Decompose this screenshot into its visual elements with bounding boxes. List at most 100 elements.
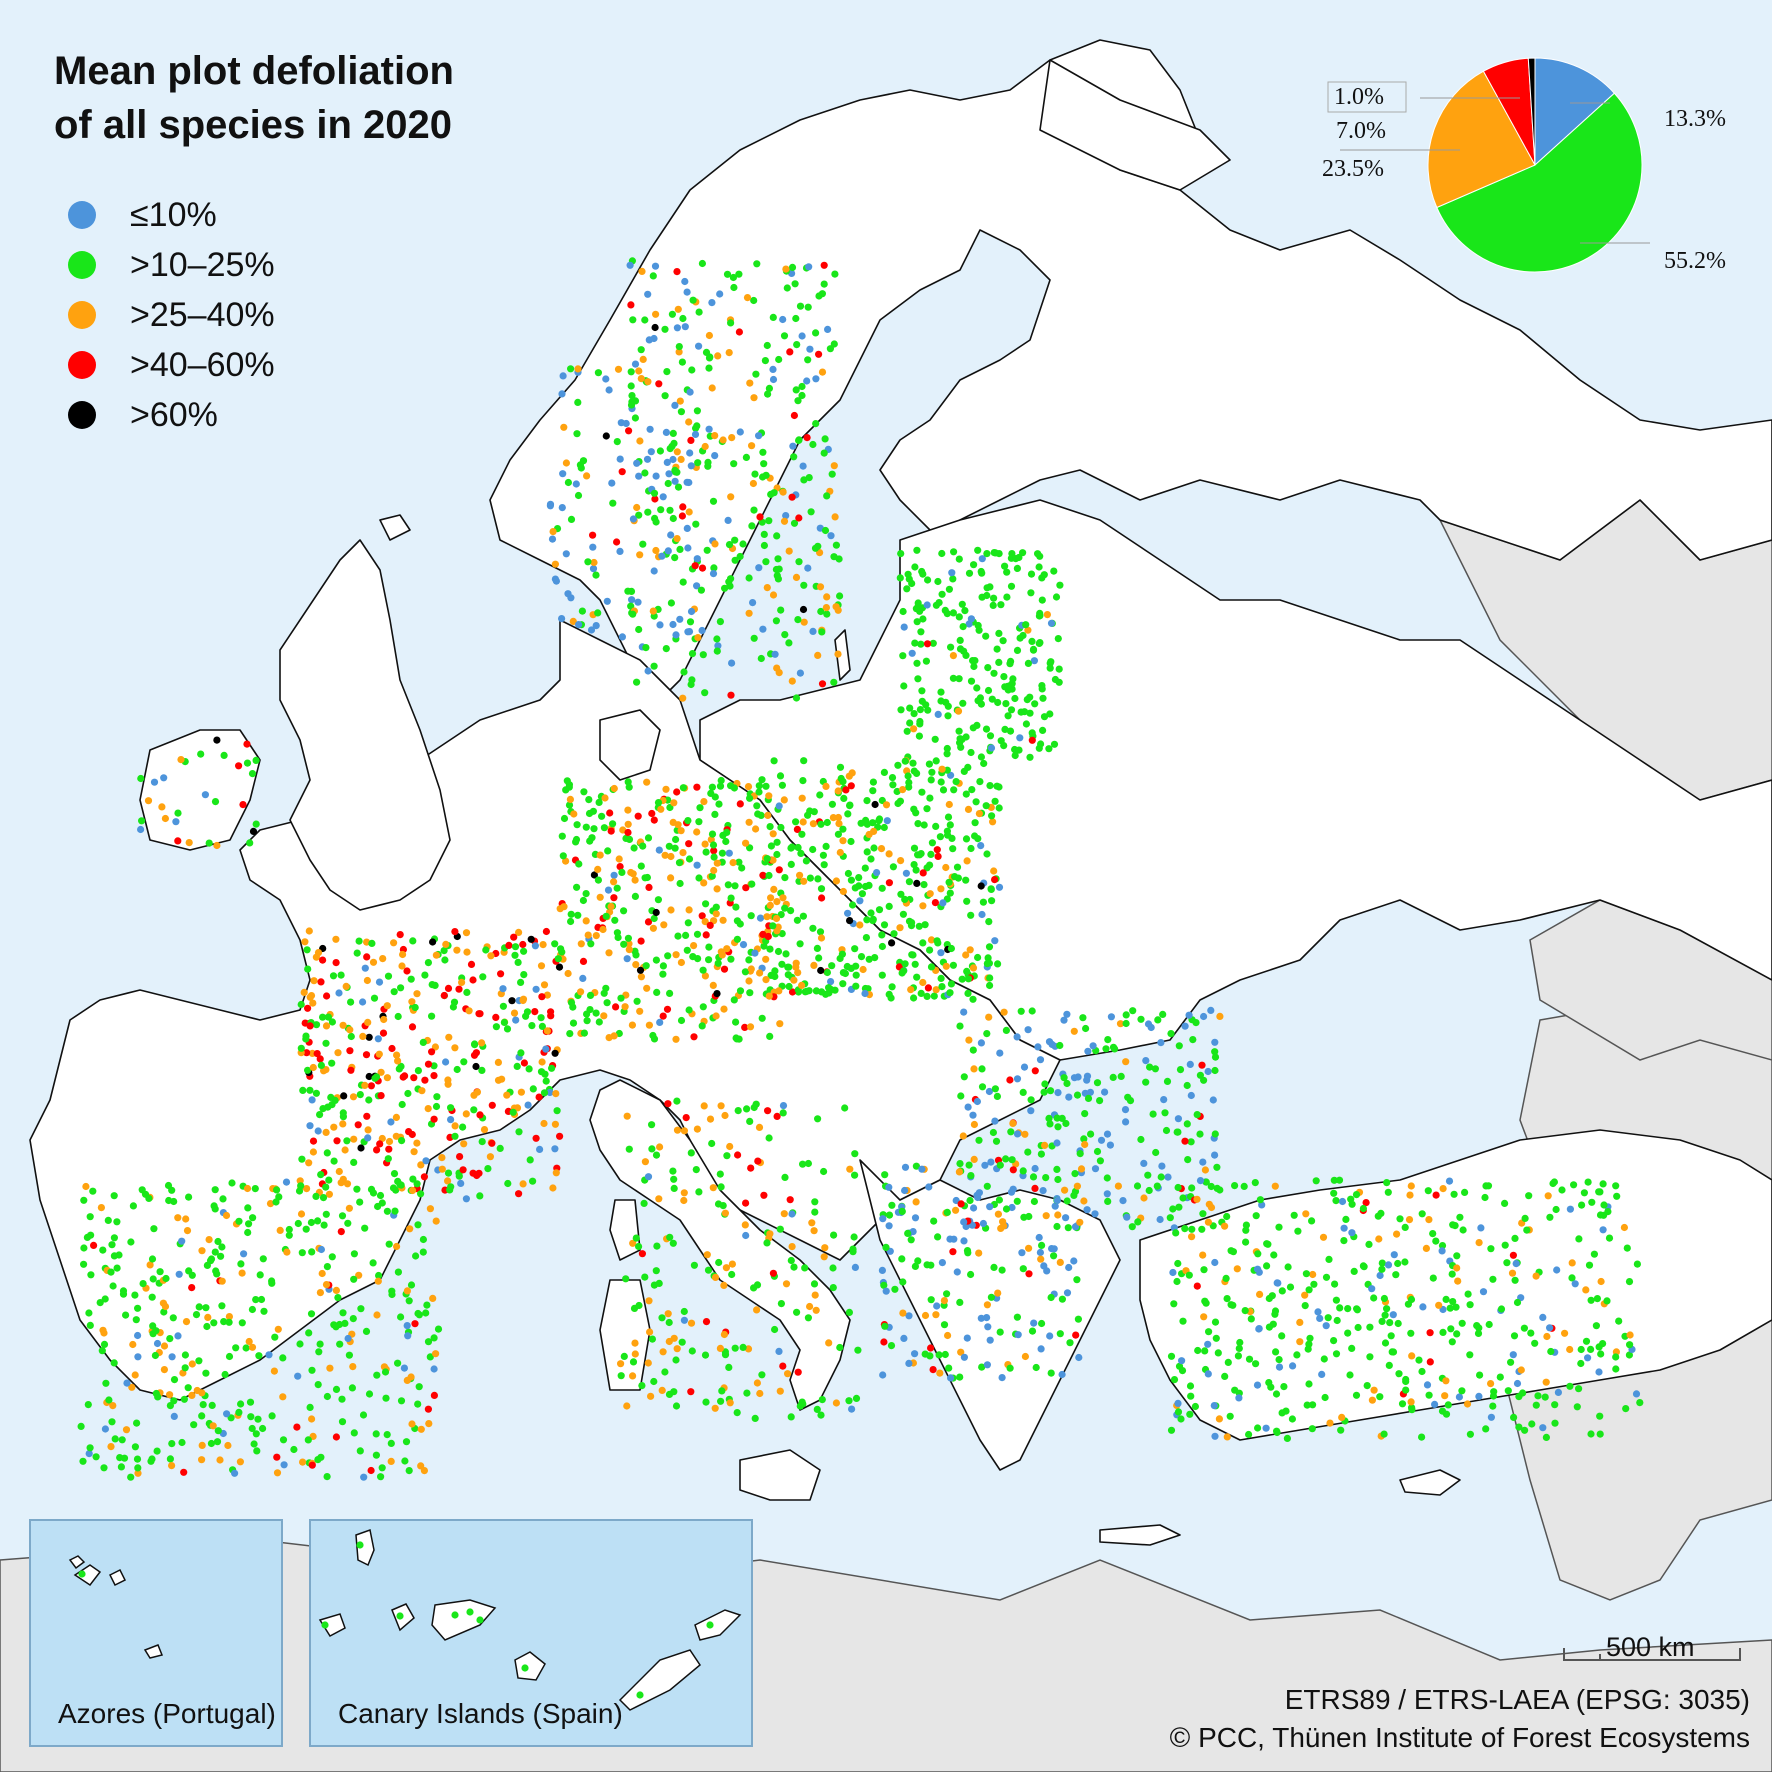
plot-dot — [305, 927, 313, 935]
plot-dot — [1211, 1151, 1219, 1159]
plot-dot — [883, 817, 891, 825]
plot-dot — [1418, 1210, 1426, 1218]
plot-dot — [210, 1319, 218, 1327]
plot-dot — [1122, 1058, 1130, 1066]
plot-dot — [1213, 1163, 1221, 1171]
plot-dot — [983, 1361, 992, 1369]
plot-dot — [523, 1008, 532, 1016]
plot-dot — [782, 511, 790, 520]
plot-dot — [1188, 1225, 1196, 1233]
plot-dot — [656, 1018, 664, 1026]
plot-dot — [839, 837, 847, 845]
plot-dot — [746, 1117, 754, 1125]
plot-dot — [312, 1089, 320, 1097]
plot-dot — [769, 1269, 778, 1277]
plot-dot — [679, 578, 687, 586]
plot-dot — [683, 288, 691, 296]
plot-dot — [1184, 1156, 1192, 1164]
plot-dot — [1053, 1222, 1061, 1231]
plot-dot — [998, 1266, 1006, 1274]
plot-dot — [105, 1396, 113, 1404]
plot-dot — [800, 476, 808, 484]
plot-dot — [137, 774, 145, 783]
plot-dot — [685, 840, 693, 848]
plot-dot — [1473, 1322, 1481, 1330]
plot-dot — [671, 844, 679, 852]
plot-dot — [313, 1050, 321, 1058]
plot-dot — [718, 951, 726, 959]
plot-dot — [701, 689, 709, 697]
plot-dot — [133, 1419, 141, 1427]
plot-dot — [758, 1371, 766, 1379]
plot-dot — [1003, 593, 1011, 601]
plot-dot — [1551, 1419, 1559, 1427]
plot-dot — [174, 1214, 182, 1222]
plot-dot — [796, 871, 804, 879]
plot-dot — [399, 950, 407, 959]
plot-dot — [245, 1220, 253, 1228]
plot-dot — [937, 885, 945, 893]
plot-dot — [610, 878, 618, 886]
plot-dot — [650, 816, 658, 824]
plot-dot — [398, 962, 406, 970]
plot-dot — [907, 1236, 915, 1244]
plot-dot — [692, 1166, 700, 1174]
plot-dot — [592, 622, 600, 630]
plot-dot — [367, 1466, 375, 1475]
plot-dot — [679, 314, 687, 323]
plot-dot — [144, 797, 153, 805]
plot-dot — [665, 1318, 673, 1327]
plot-dot — [117, 1463, 125, 1471]
plot-dot — [304, 1066, 312, 1074]
plot-dot — [700, 879, 708, 887]
plot-dot — [1255, 1325, 1263, 1333]
plot-dot — [1061, 1186, 1069, 1194]
plot-dot — [983, 1182, 991, 1190]
plot-dot — [582, 917, 590, 925]
plot-dot — [869, 778, 878, 786]
plot-dot — [1231, 1182, 1239, 1190]
plot-dot — [782, 1280, 791, 1288]
plot-dot — [211, 1248, 219, 1256]
plot-dot — [790, 976, 798, 984]
plot-dot — [96, 1299, 104, 1307]
plot-dot — [378, 1134, 386, 1143]
plot-dot — [875, 817, 883, 825]
plot-dot — [1389, 1311, 1397, 1319]
plot-dot — [840, 794, 848, 803]
plot-dot — [711, 1404, 719, 1412]
plot-dot — [247, 1413, 255, 1421]
plot-dot — [959, 1132, 967, 1140]
plot-dot — [1137, 1015, 1145, 1023]
plot-dot — [306, 1403, 314, 1411]
plot-dot — [759, 625, 767, 633]
plot-dot — [1106, 1141, 1114, 1149]
plot-dot — [1026, 753, 1034, 761]
plot-dot — [642, 644, 650, 652]
plot-dot — [340, 1092, 348, 1100]
plot-dot — [1058, 1114, 1066, 1122]
plot-dot — [617, 1372, 625, 1380]
plot-dot — [390, 939, 398, 947]
plot-dot — [820, 1167, 828, 1176]
plot-dot — [773, 898, 781, 906]
plot-dot — [753, 1306, 761, 1314]
plot-dot — [314, 1381, 322, 1389]
plot-dot — [726, 1142, 734, 1151]
plot-dot — [822, 604, 831, 612]
plot-dot — [1380, 1294, 1388, 1303]
plot-dot — [905, 878, 914, 886]
plot-dot — [848, 769, 856, 777]
plot-dot — [677, 1016, 686, 1025]
plot-dot — [397, 1062, 405, 1070]
plot-dot — [316, 1289, 324, 1297]
plot-dot — [962, 651, 970, 660]
plot-dot — [973, 684, 981, 692]
plot-dot — [766, 823, 774, 831]
plot-dot — [792, 694, 801, 702]
plot-dot — [978, 1083, 987, 1091]
plot-dot — [441, 956, 449, 964]
plot-dot — [947, 771, 955, 779]
plot-dot — [650, 489, 659, 497]
plot-dot — [244, 1204, 252, 1212]
